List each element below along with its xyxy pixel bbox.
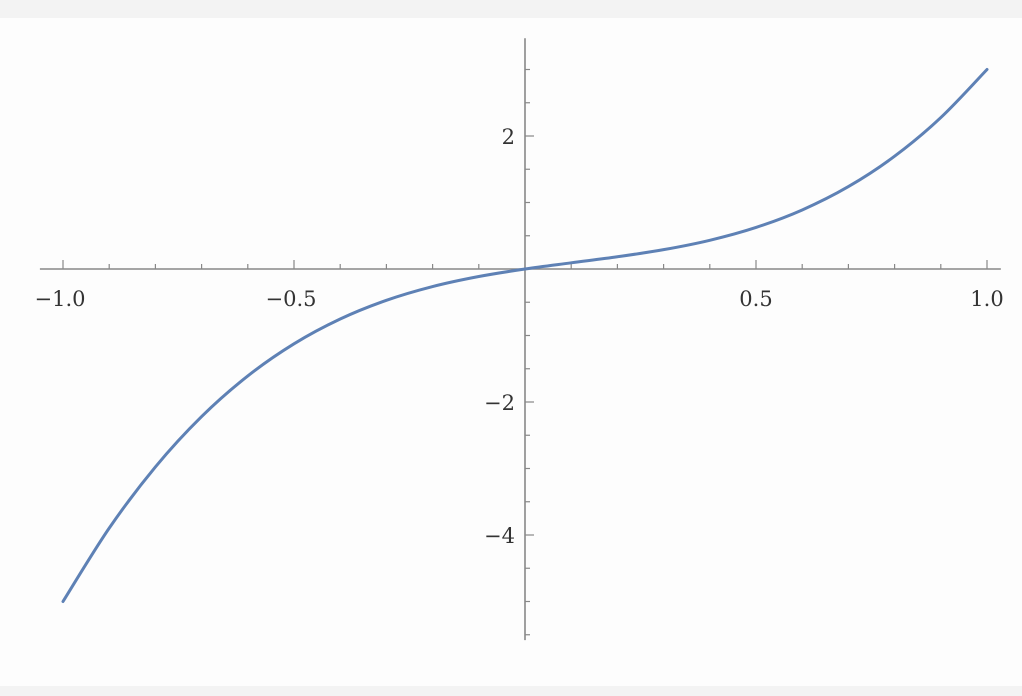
series-line (61, 68, 989, 603)
tick-labels: −1.0 −0.5 0.5 1.0 −4 −2 2 (35, 125, 1004, 548)
x-tick-label: 0.5 (739, 287, 772, 311)
y-tick-label: −4 (484, 524, 515, 548)
plot-panel (0, 18, 1022, 686)
y-tick-label: 2 (502, 125, 515, 149)
x-tick-label: 1.0 (970, 287, 1003, 311)
x-tick-label: −1.0 (35, 287, 86, 311)
axes (39, 38, 1001, 641)
x-tick-label: −0.5 (266, 287, 317, 311)
y-tick-label: −2 (484, 391, 515, 415)
